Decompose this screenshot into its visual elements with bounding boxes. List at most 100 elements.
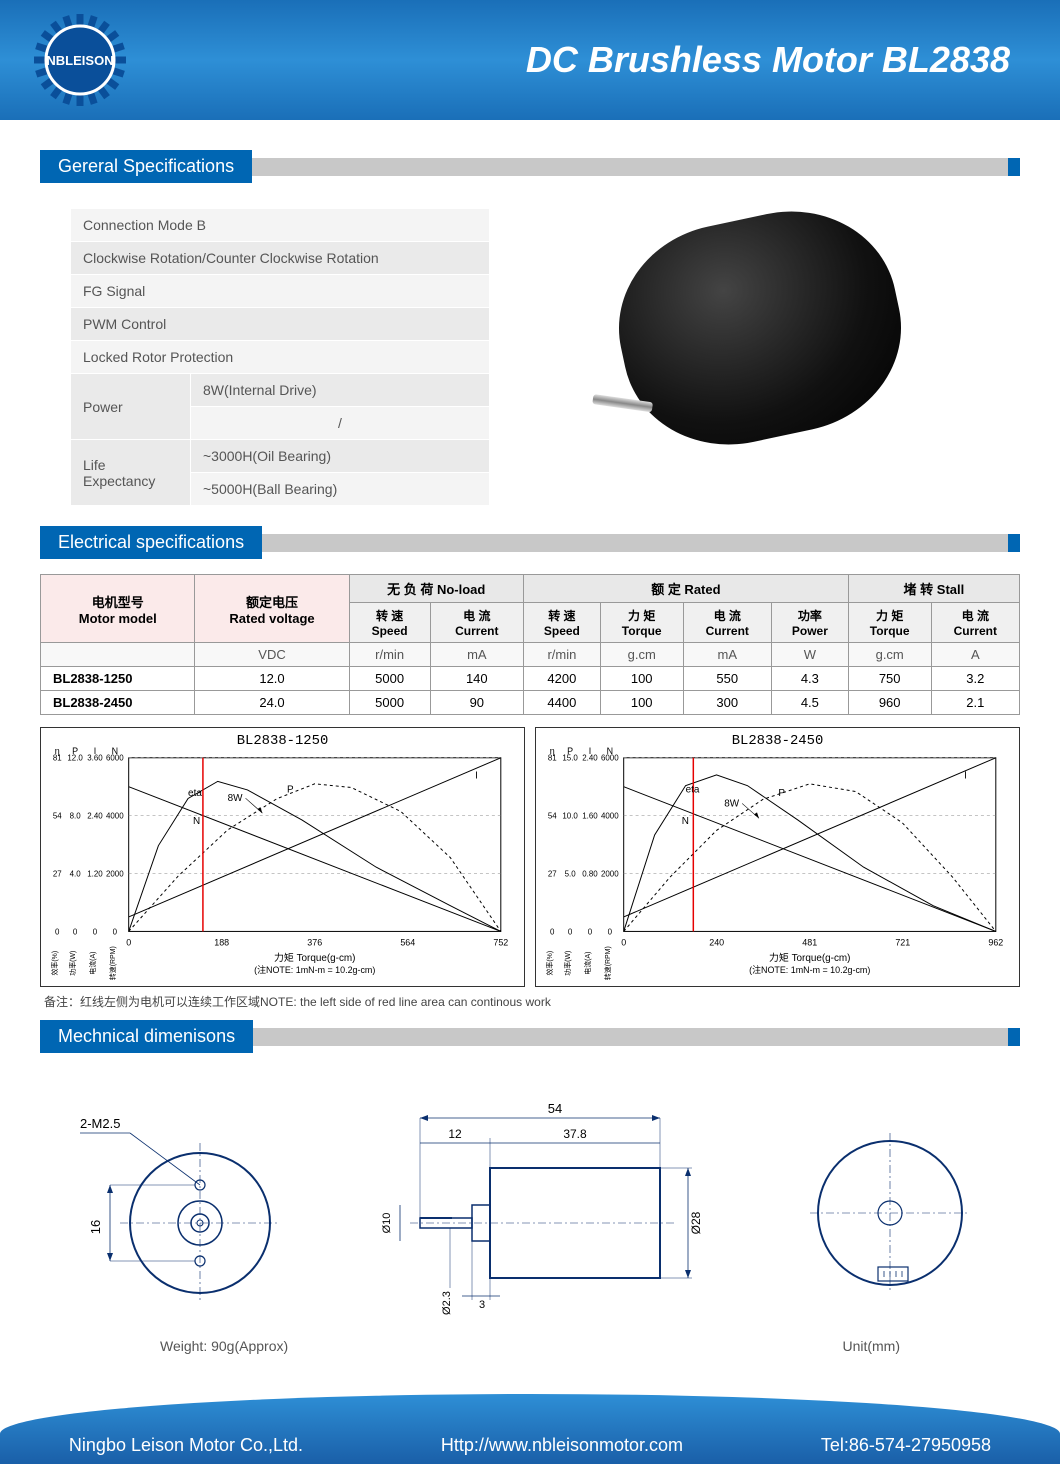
svg-text:8.0: 8.0: [70, 812, 82, 821]
svg-text:54: 54: [53, 812, 62, 821]
data-cell: 300: [683, 691, 771, 715]
data-cell: 100: [600, 667, 683, 691]
spec-cell: Connection Mode B: [71, 209, 490, 242]
svg-text:P: P: [778, 788, 785, 799]
svg-text:4.0: 4.0: [70, 870, 82, 879]
svg-text:N: N: [682, 816, 689, 827]
spec-label: Power: [71, 374, 191, 440]
svg-text:Ø28: Ø28: [689, 1211, 703, 1234]
section-tab-mechanical: Mechnical dimenisons: [40, 1020, 253, 1053]
th-text: 力 矩: [628, 609, 655, 623]
motor-shaft: [592, 394, 653, 412]
th-text: 功率: [798, 609, 822, 623]
svg-text:1.20: 1.20: [87, 870, 103, 879]
svg-text:2.40: 2.40: [582, 754, 598, 763]
svg-text:752: 752: [493, 937, 508, 947]
th-text: Motor model: [79, 611, 157, 626]
svg-text:(注NOTE: 1mN-m = 10.2g-cm): (注NOTE: 1mN-m = 10.2g-cm): [254, 964, 375, 975]
th-sub: 转 速Speed: [523, 603, 600, 643]
spec-cell: /: [191, 407, 490, 440]
svg-text:(注NOTE: 1mN-m = 10.2g-cm): (注NOTE: 1mN-m = 10.2g-cm): [749, 964, 870, 975]
svg-text:4000: 4000: [601, 812, 619, 821]
footer-tel: Tel:86-574-27950958: [821, 1435, 991, 1456]
svg-text:转速(RPM): 转速(RPM): [603, 946, 612, 980]
unit-cell: g.cm: [848, 643, 931, 667]
svg-text:0: 0: [126, 937, 131, 947]
svg-text:力矩 Torque(g-cm): 力矩 Torque(g-cm): [274, 951, 355, 964]
svg-text:Ø2.3: Ø2.3: [441, 1291, 453, 1315]
th-text: Speed: [544, 624, 580, 638]
data-cell: 90: [430, 691, 523, 715]
svg-text:0: 0: [568, 927, 573, 936]
svg-text:27: 27: [53, 870, 62, 879]
section-edge: [1008, 1028, 1020, 1046]
data-cell: 550: [683, 667, 771, 691]
th-text: 电 流: [463, 609, 490, 623]
general-specs-table: Connection Mode B Clockwise Rotation/Cou…: [70, 208, 490, 506]
svg-text:54: 54: [548, 1101, 562, 1116]
data-cell: 750: [848, 667, 931, 691]
svg-text:0: 0: [608, 927, 613, 936]
svg-text:eta: eta: [686, 785, 700, 796]
th-text: Torque: [870, 624, 910, 638]
svg-text:转速(RPM): 转速(RPM): [108, 946, 117, 980]
svg-text:电流(A): 电流(A): [583, 952, 592, 975]
section-tab-general: Gereral Specifications: [40, 150, 252, 183]
spec-cell: 8W(Internal Drive): [191, 374, 490, 407]
dimensions-footer: Weight: 90g(Approx) Unit(mm): [40, 1338, 1020, 1364]
section-tab-electrical: Electrical specifications: [40, 526, 262, 559]
svg-text:0: 0: [621, 937, 626, 947]
svg-text:效率(%): 效率(%): [545, 951, 554, 976]
side-view-drawing: 541237.8Ø28Ø10Ø2.33: [350, 1098, 730, 1328]
unit-cell: [41, 643, 195, 667]
unit-cell: r/min: [349, 643, 430, 667]
svg-text:I: I: [475, 771, 478, 782]
data-cell: 2.1: [931, 691, 1019, 715]
svg-text:721: 721: [895, 937, 910, 947]
svg-text:效率(%): 效率(%): [50, 951, 59, 976]
svg-text:BL2838-1250: BL2838-1250: [237, 733, 329, 749]
svg-text:N: N: [193, 816, 200, 827]
th-text: 电 流: [714, 609, 741, 623]
th-text: Power: [792, 624, 828, 638]
section-edge: [1008, 158, 1020, 176]
svg-text:功率(W): 功率(W): [563, 951, 572, 976]
svg-text:Ø10: Ø10: [381, 1213, 393, 1234]
svg-text:0: 0: [73, 927, 78, 936]
footer-url: Http://www.nbleisonmotor.com: [441, 1435, 683, 1456]
svg-text:eta: eta: [188, 788, 202, 799]
data-cell: 24.0: [195, 691, 349, 715]
svg-text:2-M2.5: 2-M2.5: [80, 1116, 120, 1131]
spec-cell: PWM Control: [71, 308, 490, 341]
spec-cell: ~3000H(Oil Bearing): [191, 440, 490, 473]
model-cell: BL2838-1250: [41, 667, 195, 691]
svg-text:功率(W): 功率(W): [68, 951, 77, 976]
page-title: DC Brushless Motor BL2838: [526, 39, 1010, 81]
svg-text:27: 27: [548, 870, 557, 879]
chart-2: BL2838-2450ηPIN0000275.00.8020005410.01.…: [535, 727, 1020, 987]
logo-gear-icon: NBLEISON (function(){ var g=document.cur…: [30, 10, 130, 110]
svg-text:2.40: 2.40: [87, 812, 103, 821]
chart-footer-note: 备注：红线左侧为电机可以连续工作区域NOTE: the left side of…: [40, 993, 1020, 1010]
th-text: 额定电压: [246, 595, 298, 610]
svg-text:240: 240: [709, 937, 724, 947]
dimensions-row: 2-M2.516 541237.8Ø28Ø10Ø2.33: [40, 1068, 1020, 1338]
svg-text:1.60: 1.60: [582, 812, 598, 821]
th-stall: 堵 转 Stall: [848, 575, 1019, 603]
data-cell: 4200: [523, 667, 600, 691]
svg-text:6000: 6000: [601, 754, 619, 763]
section-bar-mechanical: Mechnical dimenisons: [40, 1020, 1020, 1053]
th-text: 电机型号: [92, 595, 144, 610]
data-cell: 960: [848, 691, 931, 715]
svg-text:4000: 4000: [106, 812, 124, 821]
th-rated: 额 定 Rated: [523, 575, 848, 603]
svg-text:0: 0: [55, 927, 60, 936]
th-text: 转 速: [376, 609, 403, 623]
th-model: 电机型号 Motor model: [41, 575, 195, 643]
data-cell: 4.3: [771, 667, 848, 691]
th-text: Current: [954, 624, 997, 638]
th-sub: 力 矩Torque: [848, 603, 931, 643]
svg-text:0: 0: [113, 927, 118, 936]
th-sub: 功率Power: [771, 603, 848, 643]
svg-text:力矩 Torque(g-cm): 力矩 Torque(g-cm): [769, 951, 850, 964]
